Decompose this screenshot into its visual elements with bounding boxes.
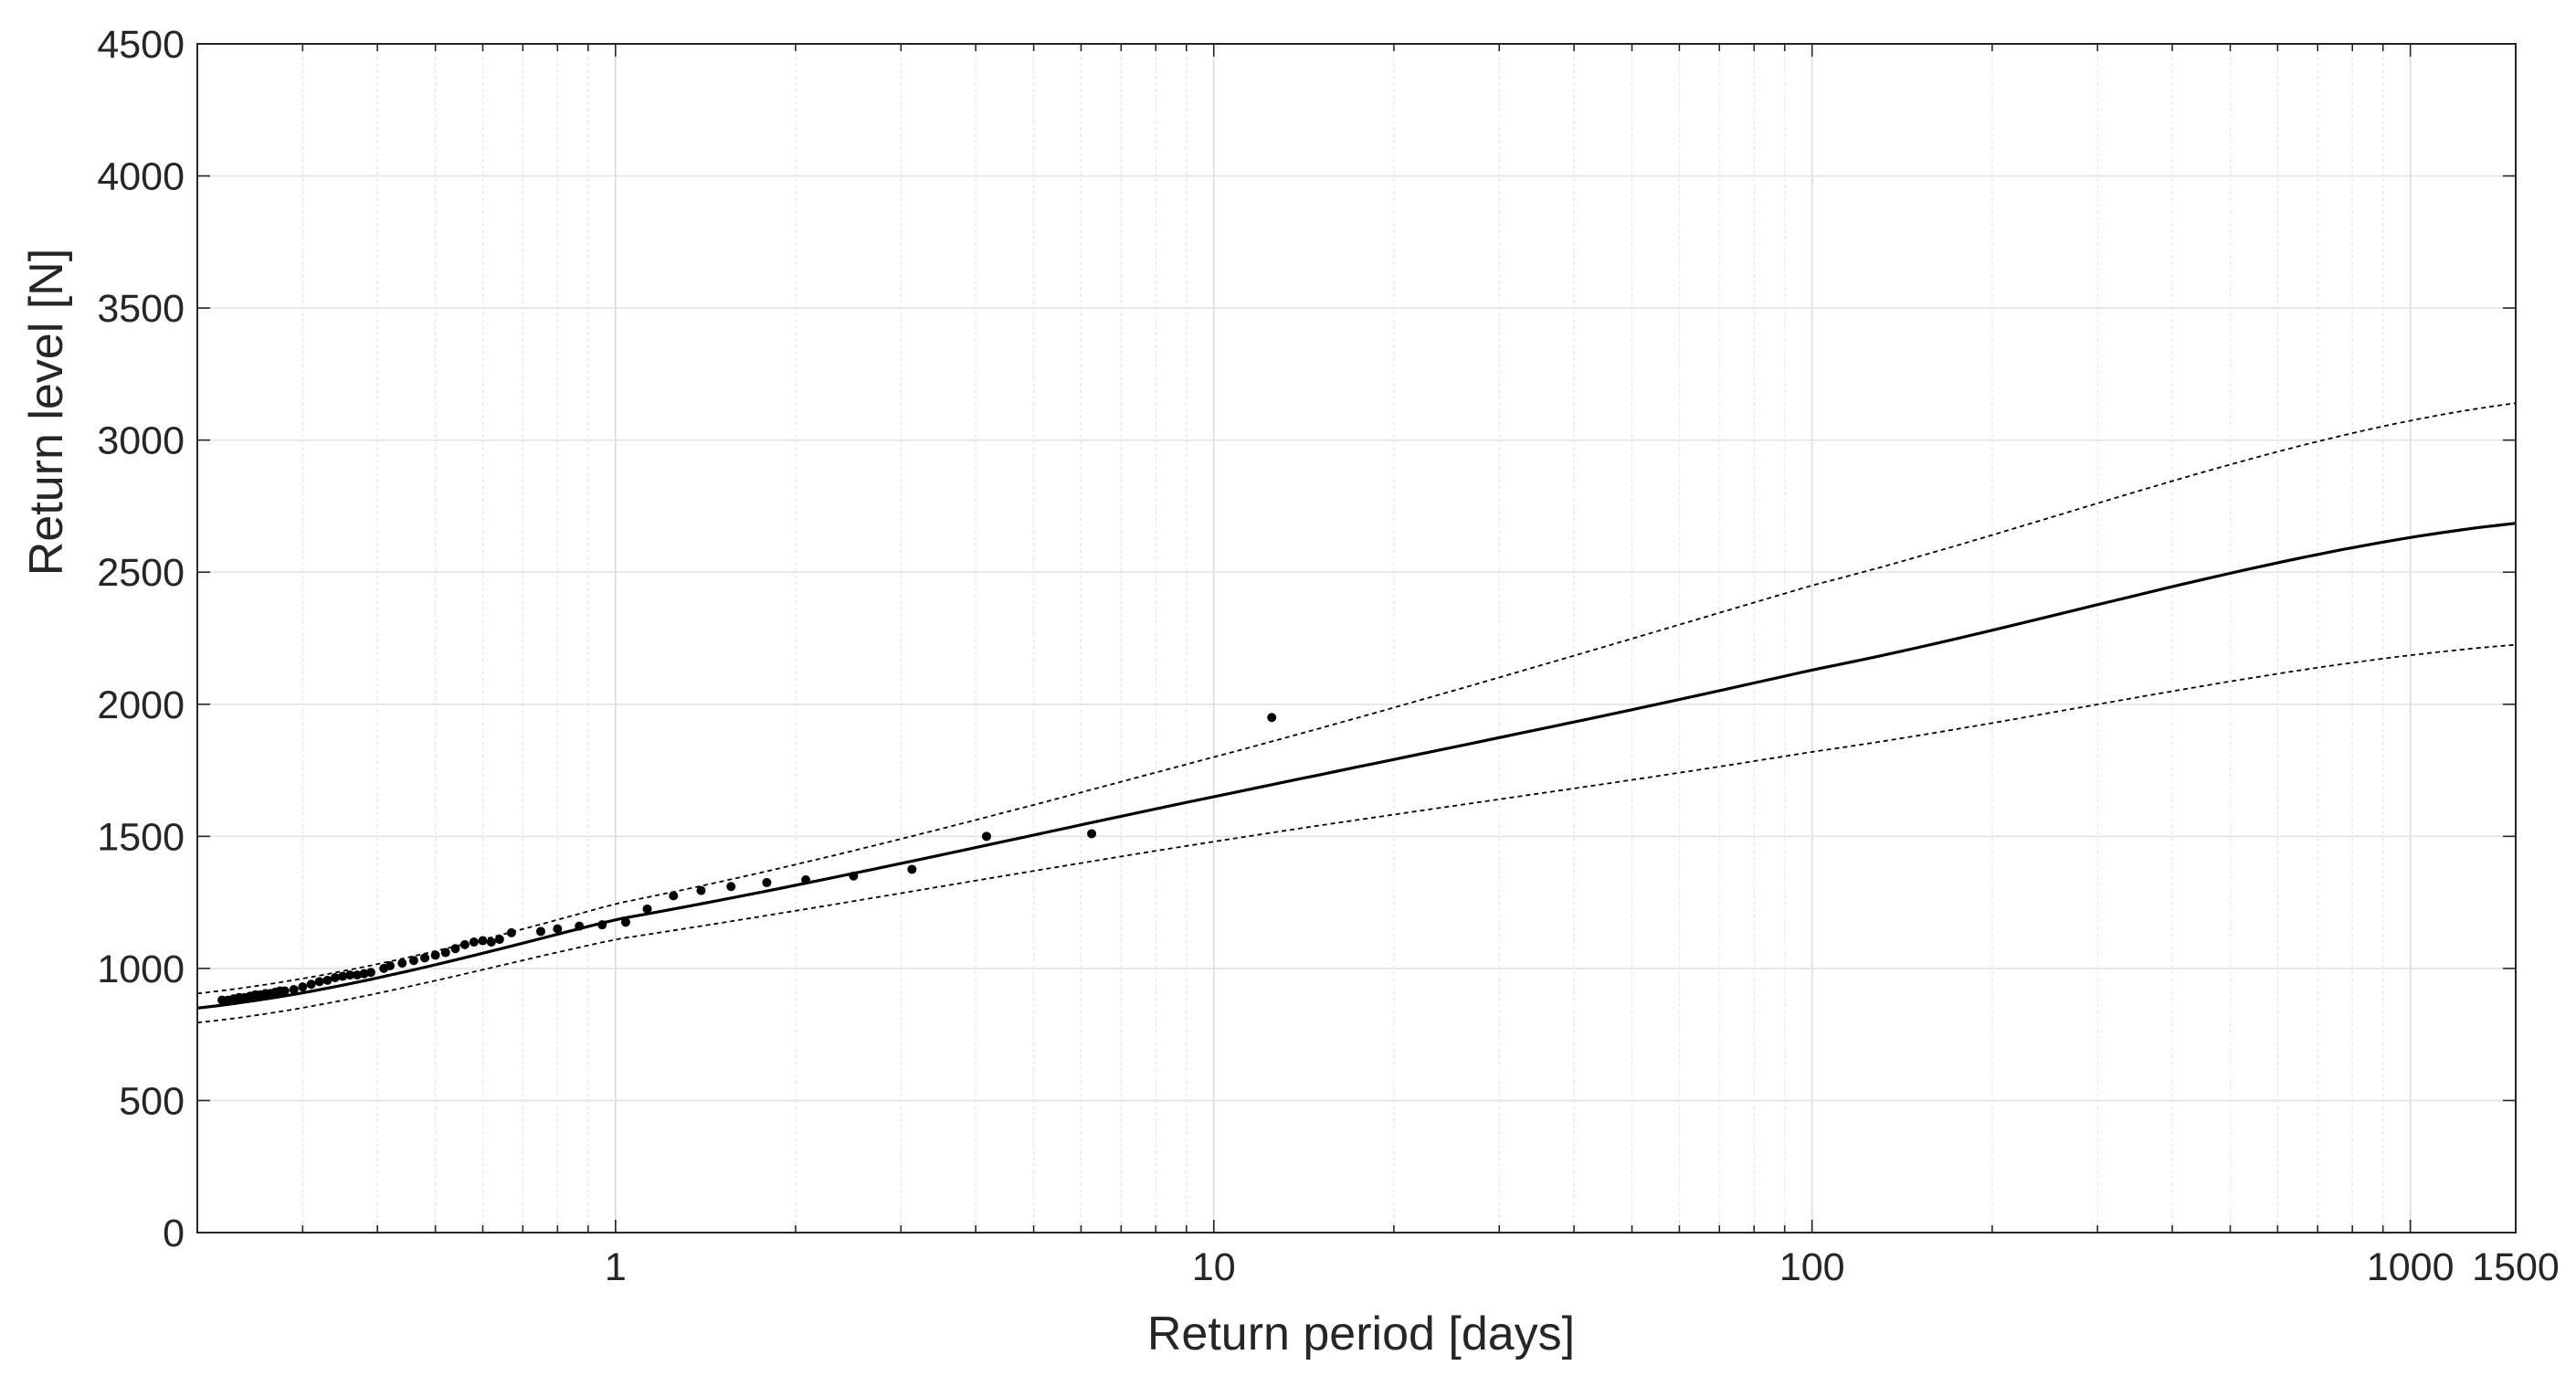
data-point (486, 937, 496, 947)
x-tick-label: 100 (1779, 1245, 1845, 1289)
data-point (849, 871, 859, 881)
data-point (907, 864, 917, 874)
data-point (365, 968, 375, 978)
data-point (762, 877, 772, 887)
data-point (478, 936, 488, 946)
x-tick-label: 10 (1192, 1245, 1236, 1289)
y-tick-label: 1500 (97, 815, 185, 859)
y-tick-label: 0 (163, 1212, 185, 1255)
data-point (1087, 829, 1097, 839)
data-point (726, 882, 736, 892)
data-point (338, 971, 348, 981)
data-point (314, 977, 324, 987)
y-tick-label: 4500 (97, 23, 185, 67)
data-point (597, 920, 607, 930)
data-point (535, 926, 545, 937)
data-point (298, 982, 308, 992)
data-point (450, 944, 460, 954)
data-point (553, 924, 563, 934)
data-point (289, 985, 299, 995)
data-point (330, 973, 340, 983)
data-point (469, 937, 479, 947)
y-axis-label: Return level [N] (20, 249, 73, 576)
x-tick-label: 1000 (2367, 1245, 2455, 1289)
data-point (696, 885, 706, 895)
x-tick-label: 1500 (2472, 1245, 2560, 1289)
data-point (385, 960, 396, 970)
x-tick-label: 1 (605, 1245, 627, 1289)
data-point (1267, 713, 1277, 723)
confidence-bound-line (196, 643, 2517, 1024)
data-point (280, 986, 290, 996)
return-level-line (196, 522, 2517, 1010)
data-point (642, 904, 652, 914)
confidence-bound-line (196, 402, 2517, 995)
series-lines (196, 402, 2517, 1024)
data-point (801, 875, 811, 885)
data-point (459, 939, 470, 949)
data-point (440, 948, 450, 958)
y-tick-label: 3000 (97, 419, 185, 463)
data-point (430, 950, 440, 960)
data-point (397, 958, 407, 969)
data-point (345, 970, 355, 980)
y-tick-label: 1000 (97, 948, 185, 991)
y-tick-label: 4000 (97, 155, 185, 199)
data-point (322, 975, 333, 985)
x-axis-label: Return period [days] (1147, 1308, 1575, 1361)
y-tick-label: 3500 (97, 287, 185, 331)
data-points (217, 713, 1277, 1005)
data-point (306, 979, 316, 990)
data-point (408, 956, 418, 966)
tick-labels: 0 500 1000 1500 2000 2500 3000 3500 4000 4500 1 10 1… (97, 23, 2560, 1289)
data-point (981, 831, 991, 842)
y-tick-label: 2000 (97, 683, 185, 727)
plot-frame (196, 43, 2517, 1233)
axes (196, 43, 2517, 1233)
y-tick-label: 500 (119, 1079, 185, 1123)
data-point (669, 891, 679, 901)
data-point (575, 921, 585, 931)
grid (196, 43, 2516, 1233)
y-tick-label: 2500 (97, 551, 185, 595)
data-point (420, 953, 430, 963)
data-point (359, 969, 369, 979)
data-point (352, 970, 362, 980)
data-point (506, 927, 516, 937)
data-point (620, 917, 630, 927)
data-point (494, 935, 504, 945)
